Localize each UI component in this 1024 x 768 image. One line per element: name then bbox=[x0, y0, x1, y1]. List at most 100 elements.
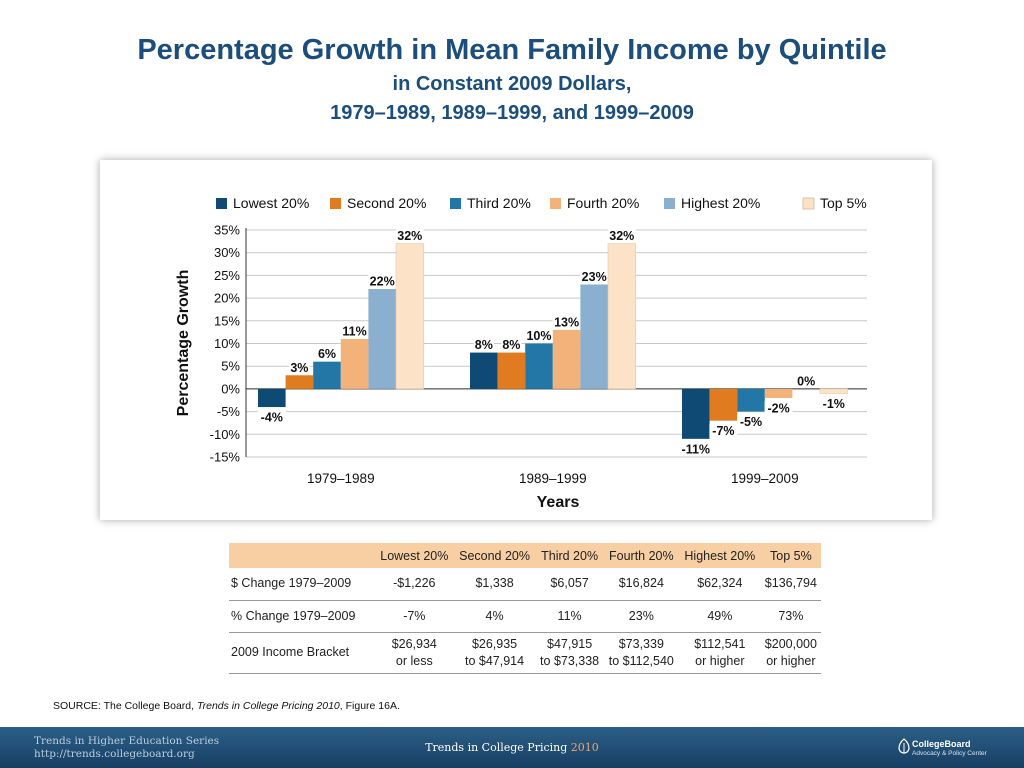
bar bbox=[709, 388, 738, 421]
table-cell: $200,000 or higher bbox=[760, 632, 821, 674]
y-tick-label: -15% bbox=[210, 450, 241, 465]
legend-label: Lowest 20% bbox=[233, 195, 309, 211]
chart-panel: 35% 30% 25% 20% 15% 10% 5% 0% -5% -10% -15% Lowest … bbox=[100, 160, 932, 520]
logo-subtitle: Advocacy & Policy Center bbox=[912, 750, 987, 757]
data-label: -5% bbox=[740, 415, 762, 429]
table-header-cell: Fourth 20% bbox=[609, 548, 674, 563]
page-subtitle-years: 1979–1989, 1989–1999, and 1999–2009 bbox=[330, 102, 694, 124]
bar bbox=[607, 243, 636, 390]
table-cell: 23% bbox=[603, 600, 679, 633]
source-note: SOURCE: The College Board, Trends in Col… bbox=[53, 700, 400, 712]
data-label-bg bbox=[709, 423, 738, 438]
data-label: 13% bbox=[554, 315, 579, 329]
legend-swatch bbox=[664, 198, 675, 209]
bar bbox=[368, 289, 396, 389]
bar bbox=[470, 352, 498, 389]
data-label-bg bbox=[501, 337, 522, 352]
footer-bar: Trends in Higher Education Series http:/… bbox=[0, 727, 1024, 768]
data-label-bg bbox=[677, 441, 714, 456]
y-tick-label: 35% bbox=[214, 223, 240, 238]
table-header-row: Lowest 20% Second 20% Third 20% Fourth 20% H… bbox=[229, 543, 821, 568]
bar bbox=[682, 388, 710, 439]
y-tick-label: 5% bbox=[221, 359, 240, 374]
table-row: % Change 1979–2009 -7% 4% 11% 23% 49% 73% bbox=[229, 600, 821, 633]
table-cell: $136,794 bbox=[760, 568, 821, 601]
legend-label: Second 20% bbox=[347, 195, 426, 211]
data-label-bg bbox=[473, 337, 494, 352]
x-tick-label: 1989–1999 bbox=[519, 471, 587, 486]
page-title: Percentage Growth in Mean Family Income … bbox=[137, 34, 887, 66]
y-tick-label: 30% bbox=[214, 245, 240, 260]
data-label: 32% bbox=[397, 229, 422, 243]
footer-publication-title: Trends in College Pricing bbox=[425, 741, 571, 754]
table-row-label: % Change 1979–2009 bbox=[229, 600, 375, 633]
data-label-bg bbox=[317, 346, 337, 361]
footer-series: Trends in Higher Education Series http:/… bbox=[34, 735, 219, 761]
table-cell: 11% bbox=[535, 600, 604, 633]
table-cell: $73,339 to $112,540 bbox=[603, 632, 679, 674]
data-label: 3% bbox=[290, 361, 308, 375]
data-label: 32% bbox=[609, 229, 634, 243]
table-cell: -7% bbox=[374, 600, 454, 633]
y-tick-label: 10% bbox=[214, 336, 240, 351]
table-header-cell: Second 20% bbox=[459, 548, 530, 563]
data-label: -4% bbox=[261, 411, 283, 425]
x-tick-label: 1979–1989 bbox=[307, 471, 375, 486]
bar bbox=[497, 352, 526, 389]
table-row: $ Change 1979–2009 -$1,226 $1,338 $6,057 $16… bbox=[229, 568, 821, 601]
footer-series-title: Trends in Higher Education Series bbox=[34, 735, 220, 747]
table-cell: $112,541 or higher bbox=[678, 632, 761, 674]
footer-publication-year: 2010 bbox=[570, 741, 599, 754]
table-row-label: $ Change 1979–2009 bbox=[229, 568, 375, 601]
source-suffix: , Figure 16A. bbox=[339, 700, 400, 712]
table-corner-cell bbox=[229, 543, 375, 568]
data-label: 22% bbox=[370, 275, 395, 289]
data-label-bg bbox=[737, 414, 765, 429]
legend-swatch bbox=[330, 198, 341, 209]
page-subtitle: in Constant 2009 Dollars, bbox=[392, 73, 632, 95]
table-cell: $1,338 bbox=[453, 568, 536, 601]
source-publication: Trends in College Pricing 2010 bbox=[196, 700, 340, 712]
table-header-cell: Top 5% bbox=[770, 548, 812, 563]
table-cell: 73% bbox=[760, 600, 821, 633]
table-row-label: 2009 Income Bracket bbox=[229, 632, 375, 674]
source-prefix: SOURCE: The College Board, bbox=[53, 700, 197, 712]
bar bbox=[552, 329, 581, 389]
bar bbox=[764, 388, 793, 398]
logo-name: CollegeBoard bbox=[912, 739, 971, 749]
y-tick-label: 25% bbox=[214, 268, 240, 283]
table-cell: -$1,226 bbox=[374, 568, 454, 601]
data-label: 10% bbox=[526, 329, 551, 343]
x-tick-label: 1999–2009 bbox=[731, 471, 799, 486]
data-label-bg bbox=[552, 314, 581, 329]
data-label: -7% bbox=[712, 424, 734, 438]
bar bbox=[340, 338, 369, 389]
bar bbox=[737, 388, 765, 412]
table-header-cell: Lowest 20% bbox=[380, 548, 449, 563]
legend-label: Highest 20% bbox=[681, 195, 760, 211]
data-label: -2% bbox=[767, 401, 789, 415]
x-axis-title: Years bbox=[537, 494, 580, 511]
data-label-bg bbox=[525, 328, 553, 343]
legend-swatch bbox=[550, 198, 561, 209]
legend-swatch bbox=[450, 198, 461, 209]
data-label: 23% bbox=[582, 270, 607, 284]
data-label: 8% bbox=[502, 338, 520, 352]
data-label: -11% bbox=[682, 442, 711, 456]
table-cell: 49% bbox=[678, 600, 761, 633]
footer-series-url[interactable]: http://trends.collegeboard.org bbox=[34, 748, 195, 760]
legend-swatch bbox=[802, 197, 815, 210]
table-cell: $47,915 to $73,338 bbox=[535, 632, 604, 674]
data-label-bg bbox=[340, 323, 369, 338]
table-cell: $26,934 or less bbox=[374, 632, 454, 674]
legend-label: Top 5% bbox=[820, 195, 867, 211]
y-tick-label: -5% bbox=[217, 404, 241, 419]
table-cell: $26,935 to $47,914 bbox=[453, 632, 536, 674]
y-tick-label: 20% bbox=[214, 291, 240, 306]
table-header-cell: Highest 20% bbox=[684, 548, 756, 563]
data-label: 11% bbox=[342, 324, 366, 338]
data-label: 6% bbox=[318, 347, 336, 361]
table-header-cell: Third 20% bbox=[541, 548, 599, 563]
bar bbox=[395, 243, 424, 390]
data-label-bg bbox=[819, 396, 848, 411]
